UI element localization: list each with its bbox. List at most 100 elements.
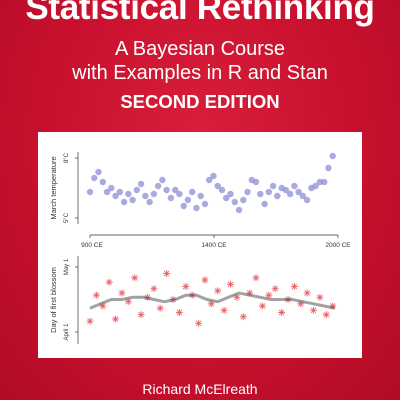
blossom-ytick-label-april: April 1 xyxy=(64,323,70,341)
temp-point xyxy=(286,190,294,198)
temp-point xyxy=(218,186,226,194)
temp-point xyxy=(159,176,166,184)
temp-point xyxy=(163,186,170,194)
temp-point xyxy=(120,198,128,206)
temp-point xyxy=(227,190,234,198)
temp-point xyxy=(146,198,153,206)
temp-ytick-label-high: 8°C xyxy=(64,152,70,163)
temp-point xyxy=(133,186,140,194)
temp-point xyxy=(312,182,319,190)
chart-panel: 8°C 5°C March temperature 900 CE 1400 CE… xyxy=(38,132,362,358)
temp-point xyxy=(189,188,196,196)
temp-point xyxy=(167,194,175,202)
blossom-point xyxy=(131,274,139,282)
temp-point xyxy=(210,172,217,180)
temp-point xyxy=(240,196,247,204)
blossom-point xyxy=(322,311,330,319)
temp-point xyxy=(252,178,260,186)
temp-point xyxy=(201,200,209,208)
temp-point xyxy=(95,168,102,176)
blossom-point xyxy=(310,306,317,314)
temp-point xyxy=(265,188,272,196)
temp-point xyxy=(223,194,230,202)
temp-point xyxy=(116,188,124,196)
blossom-point xyxy=(118,289,126,297)
temp-point xyxy=(91,174,98,182)
temp-point xyxy=(184,196,192,204)
book-subtitle-line2: with Examples in R and Stan xyxy=(72,62,328,84)
temp-point xyxy=(150,190,158,198)
book-subtitle-line1: A Bayesian Course xyxy=(114,38,286,60)
xtick-label-2000: 2000 CE xyxy=(325,242,351,249)
temp-point xyxy=(321,178,328,186)
blossom-point xyxy=(175,309,183,316)
blossom-point xyxy=(278,309,286,316)
temp-point xyxy=(214,182,221,190)
temp-point xyxy=(274,192,281,200)
xtick-label-900: 900 CE xyxy=(81,242,103,249)
temp-point xyxy=(103,188,111,196)
blossom-point xyxy=(112,315,119,323)
temp-point xyxy=(142,192,149,200)
temp-point xyxy=(172,186,179,194)
blossom-point xyxy=(271,285,279,293)
blossom-trend-line xyxy=(89,291,336,310)
temp-point xyxy=(180,202,187,210)
temp-point xyxy=(176,190,183,198)
blossom-point xyxy=(239,313,247,321)
blossom-point xyxy=(137,311,145,319)
temp-point xyxy=(325,164,332,172)
temp-point xyxy=(261,200,268,208)
temp-point xyxy=(299,192,307,200)
blossom-point xyxy=(220,306,228,314)
blossom-point xyxy=(163,270,171,277)
book-author: Richard McElreath xyxy=(142,381,258,397)
temp-point xyxy=(257,190,264,198)
blossom-point xyxy=(258,302,266,310)
temp-points xyxy=(86,152,336,214)
temp-point xyxy=(99,178,106,186)
temp-point xyxy=(329,152,336,160)
blossom-point xyxy=(201,276,209,284)
temp-point xyxy=(231,198,238,206)
blossom-point xyxy=(182,283,190,290)
temp-point xyxy=(125,190,132,198)
blossom-point xyxy=(214,287,222,295)
blossom-point xyxy=(316,293,324,301)
temp-point xyxy=(291,182,298,190)
temp-point xyxy=(235,206,243,214)
blossom-point xyxy=(195,319,203,327)
blossom-ytick-label-may: May 1 xyxy=(64,258,70,275)
charts-svg: 8°C 5°C March temperature 900 CE 1400 CE… xyxy=(49,152,351,344)
temp-point xyxy=(282,186,289,194)
temp-point xyxy=(86,188,94,196)
temp-point xyxy=(193,204,200,212)
temp-point xyxy=(206,176,213,184)
blossom-point xyxy=(150,285,158,293)
temp-point xyxy=(129,196,136,204)
blossom-point xyxy=(227,280,234,288)
temp-point xyxy=(295,188,302,196)
blossom-point xyxy=(86,317,94,325)
temp-point xyxy=(137,180,145,188)
blossom-point xyxy=(105,278,113,286)
temp-point xyxy=(244,188,251,196)
temp-point xyxy=(108,184,115,192)
book-edition: SECOND EDITION xyxy=(120,91,280,112)
blossom-y-axis-label: Day of first blossom xyxy=(49,267,58,333)
blossom-point xyxy=(92,291,100,299)
blossom-point xyxy=(252,274,260,282)
blossom-point xyxy=(156,304,164,312)
temp-y-axis-label: March temperature xyxy=(49,156,58,219)
temp-point xyxy=(112,192,119,200)
blossom-points xyxy=(86,270,337,327)
temp-point xyxy=(303,196,311,204)
blossom-point xyxy=(303,289,311,297)
blossom-point xyxy=(290,283,298,290)
temp-point xyxy=(197,192,204,200)
temp-point xyxy=(154,182,162,190)
xtick-label-1400: 1400 CE xyxy=(201,242,227,249)
temp-point xyxy=(269,182,277,190)
temp-ytick-label-low: 5°C xyxy=(64,212,70,223)
